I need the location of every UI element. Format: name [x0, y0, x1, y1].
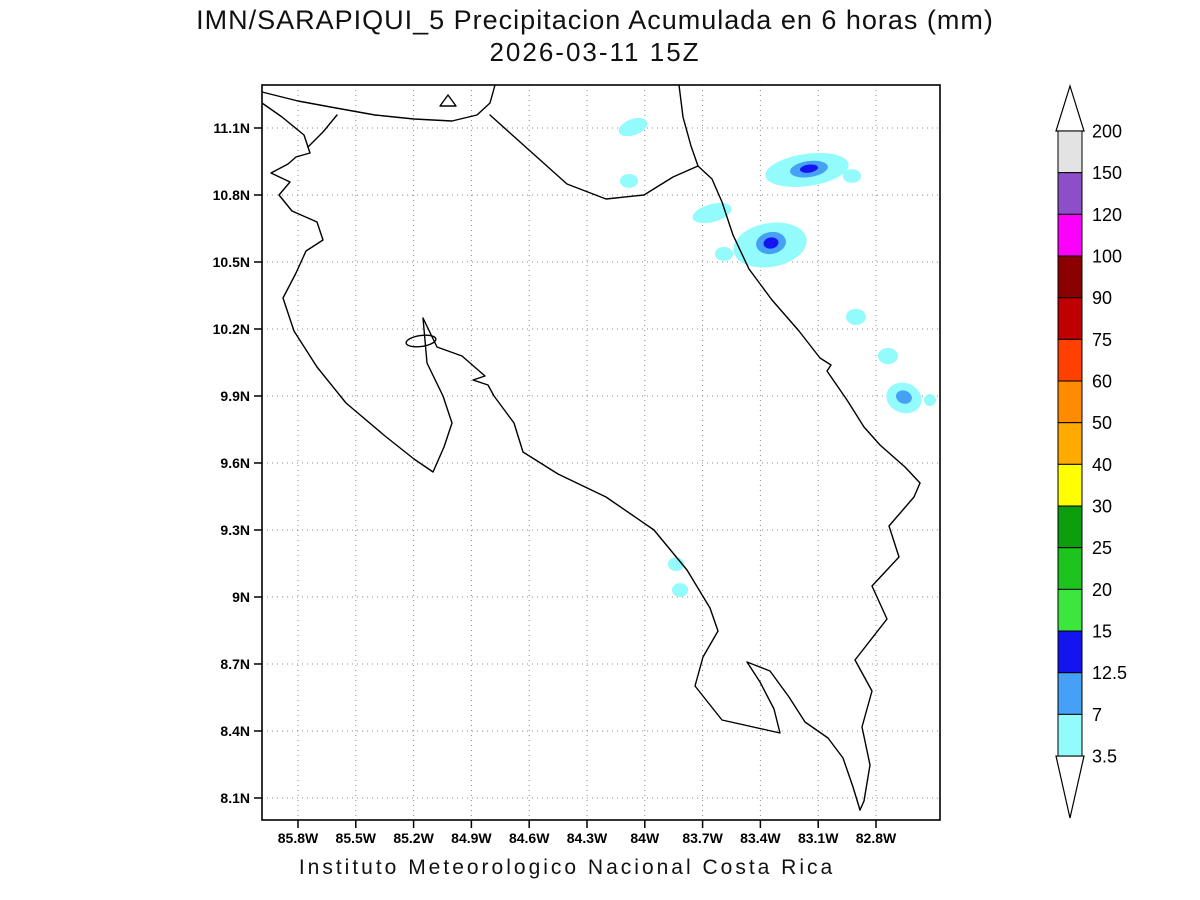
- lat-tick-label: 8.4N: [220, 723, 250, 739]
- colorbar-cell: [1057, 172, 1083, 215]
- colorbar-label: 90: [1092, 288, 1112, 308]
- colorbar-cells: [1055, 83, 1085, 819]
- precip-cell: [877, 347, 898, 365]
- colorbar-label: 120: [1092, 205, 1122, 225]
- lon-tick-label: 84W: [630, 830, 660, 846]
- colorbar-cell: [1057, 630, 1083, 674]
- colorbar-label: 75: [1092, 330, 1112, 350]
- colorbar-label: 60: [1092, 372, 1112, 392]
- colorbar-cell: [1057, 255, 1083, 299]
- colorbar-cell: [1057, 213, 1083, 257]
- colorbar-label: 15: [1092, 622, 1112, 642]
- colorbar-cell: [1057, 338, 1083, 382]
- lon-tick-label: 84.3W: [567, 830, 608, 846]
- lake-nicaragua-shoreline: [261, 84, 496, 122]
- colorbar-cell: [1057, 297, 1083, 340]
- colorbar-cell: [1057, 672, 1083, 715]
- pacific-coastline: [261, 102, 861, 811]
- colorbar-cell: [1057, 380, 1083, 424]
- lon-tick-label: 83.1W: [798, 830, 839, 846]
- lat-tick-label: 10.2N: [213, 321, 250, 337]
- map-canvas: 11.1N 10.8N 10.5N 10.2N 9.9N 9.6N 9.3N 9N 8.7N 8.…: [213, 84, 941, 846]
- caribbean-coastline: [678, 84, 921, 484]
- colorbar-arrow-top: [1055, 83, 1085, 132]
- lon-tick-label: 83.4W: [740, 830, 781, 846]
- colorbar-label: 3.5: [1092, 747, 1117, 767]
- colorbar-arrow-bottom: [1055, 755, 1085, 819]
- nicaragua-border-west: [307, 114, 338, 148]
- lon-tick-label: 85.2W: [393, 830, 434, 846]
- map-frame: [261, 84, 941, 821]
- precip-cell: [692, 203, 732, 224]
- lat-tick-label: 9.3N: [220, 522, 250, 538]
- precip-cell: [763, 237, 779, 249]
- chart-title: IMN/SARAPIQUI_5 Precipitacion Acumulada …: [0, 5, 1190, 68]
- colorbar-label: 40: [1092, 455, 1112, 475]
- lon-tick-label: 82.8W: [856, 830, 897, 846]
- lat-tick-label: 9.9N: [220, 388, 250, 404]
- colorbar-label: 30: [1092, 497, 1112, 517]
- colorbar-cell: [1057, 713, 1083, 757]
- lon-tick-label: 85.5W: [336, 830, 377, 846]
- san-juan-river-border: [489, 114, 699, 200]
- colorbar-labels: 200 150 120 100 90 75 60 50 40 30 25 20 15 12.5 7 3.5: [1092, 122, 1127, 767]
- lon-tick-label: 83.7W: [682, 830, 723, 846]
- colorbar-label: 7: [1092, 705, 1102, 725]
- lat-tick-label: 8.1N: [220, 790, 250, 806]
- title-line2: 2026-03-11 15Z: [489, 37, 701, 67]
- precip-cell: [671, 583, 689, 597]
- colorbar-label: 100: [1092, 247, 1122, 267]
- precip-cell: [618, 117, 648, 137]
- coastlines: [261, 84, 921, 811]
- solentiname-island: [439, 94, 457, 107]
- colorbar-label: 12.5: [1092, 663, 1127, 683]
- precip-cell: [619, 173, 639, 188]
- colorbar-cell: [1057, 505, 1083, 549]
- lat-tick-label: 9.6N: [220, 455, 250, 471]
- colorbar-label: 20: [1092, 580, 1112, 600]
- axis-ticks: [254, 127, 877, 828]
- precip-cell: [896, 390, 912, 404]
- precip-cell: [842, 169, 861, 183]
- title-line1: IMN/SARAPIQUI_5 Precipitacion Acumulada …: [196, 5, 994, 35]
- precipitation-shading: [618, 117, 936, 597]
- axis-labels: 11.1N 10.8N 10.5N 10.2N 9.9N 9.6N 9.3N 9N 8.7N 8.…: [213, 120, 897, 846]
- colorbar-label: 50: [1092, 413, 1112, 433]
- colorbar-label: 150: [1092, 163, 1122, 183]
- lat-tick-label: 11.1N: [213, 120, 250, 136]
- colorbar-legend: 200 150 120 100 90 75 60 50 40 30 25 20 15 12.5 7 3.5: [1055, 83, 1127, 819]
- precip-cell: [845, 308, 866, 325]
- colorbar-label: 200: [1092, 122, 1122, 142]
- lat-tick-label: 10.5N: [213, 254, 250, 270]
- lon-tick-label: 85.8W: [278, 830, 319, 846]
- chira-island: [405, 334, 437, 348]
- colorbar-label: 25: [1092, 538, 1112, 558]
- precip-cell: [799, 164, 818, 173]
- footer-caption: Instituto Meteorologico Nacional Costa R…: [298, 856, 836, 879]
- lon-tick-label: 84.6W: [509, 830, 550, 846]
- lon-tick-label: 84.9W: [451, 830, 492, 846]
- grid-lines: [262, 85, 940, 820]
- precip-cell: [923, 393, 936, 407]
- colorbar-cell: [1057, 588, 1083, 632]
- colorbar-cell: [1057, 547, 1083, 590]
- panama-border: [854, 482, 921, 811]
- colorbar-cell: [1057, 130, 1083, 174]
- lat-tick-label: 9N: [232, 589, 250, 605]
- precip-cell: [714, 247, 734, 261]
- lat-tick-label: 10.8N: [213, 187, 250, 203]
- colorbar-cell: [1057, 463, 1083, 507]
- colorbar-cell: [1057, 422, 1083, 465]
- lat-tick-label: 8.7N: [220, 656, 250, 672]
